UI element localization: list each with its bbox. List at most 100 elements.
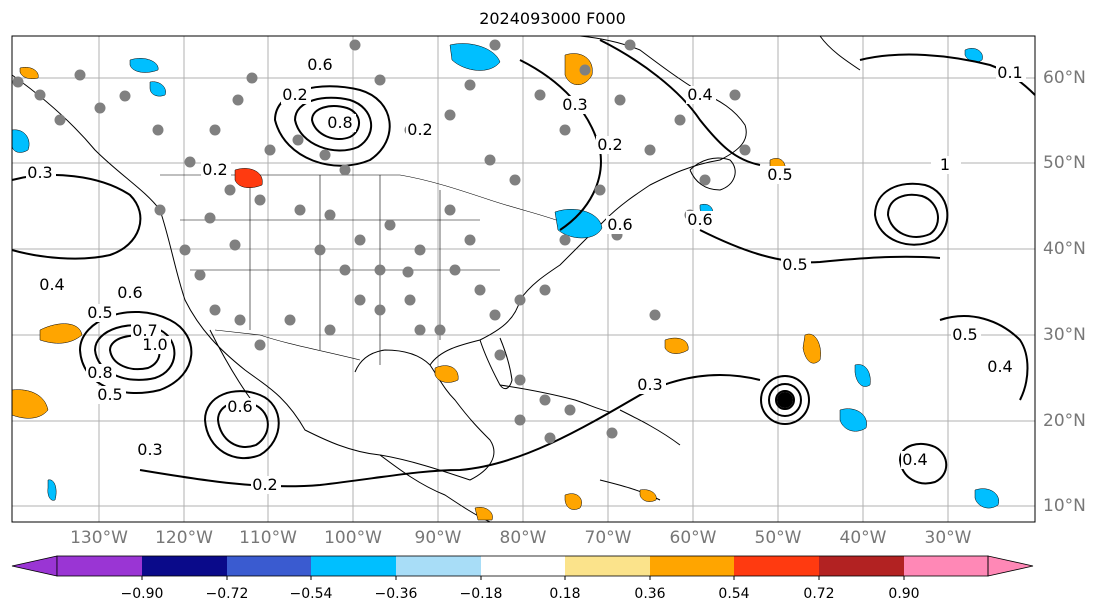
lat-label: 20°N: [1043, 411, 1086, 431]
shade-blue: [854, 364, 871, 387]
contour-label-bg: [686, 211, 716, 229]
station-dot: [229, 239, 241, 251]
station-dot: [354, 234, 366, 246]
hurricane-contours: [760, 375, 810, 425]
station-dot: [594, 184, 606, 196]
shade-orange: [639, 489, 657, 502]
station-dot: [649, 309, 661, 321]
station-dot: [374, 264, 386, 276]
station-dot: [354, 294, 366, 306]
contour-label: 1.0: [142, 335, 167, 354]
station-dot: [484, 154, 496, 166]
station-dot: [209, 124, 221, 136]
station-dot: [559, 234, 571, 246]
station-dot: [34, 89, 46, 101]
lon-label: 100°W: [324, 528, 382, 548]
hurricane-ring: [760, 375, 810, 425]
station-dot: [514, 294, 526, 306]
contour-label: 0.6: [687, 210, 712, 229]
station-dot: [324, 324, 336, 336]
colorbar-segment: [142, 556, 227, 576]
lon-label: 120°W: [155, 528, 213, 548]
station-dot: [579, 64, 591, 76]
station-dot: [624, 39, 636, 51]
contour-label-bg: [951, 326, 981, 344]
station-dot: [349, 39, 361, 51]
station-dot: [384, 219, 396, 231]
colorbar-tick-label: 0.18: [549, 586, 581, 602]
contour-labels: 0.30.40.50.60.70.81.00.20.10.50.60.30.20…: [26, 55, 1026, 494]
station-dot: [464, 234, 476, 246]
contour-label: 0.4: [39, 275, 64, 294]
colorbar-segment: [57, 556, 142, 576]
station-dot: [699, 174, 711, 186]
lat-label: 50°N: [1043, 153, 1086, 173]
lon-label: 110°W: [239, 528, 297, 548]
central-america: [379, 454, 491, 523]
shade-orange: [434, 365, 459, 383]
station-dot: [509, 174, 521, 186]
contour-label-bg: [116, 284, 146, 302]
contour-label-bg: [606, 216, 636, 234]
station-dots: [12, 39, 751, 444]
colorbar-segment: [396, 556, 481, 576]
contour-line: [939, 315, 1029, 401]
station-dot: [254, 339, 266, 351]
lon-label: 60°W: [669, 528, 717, 548]
greenland-edge: [819, 35, 861, 71]
colorbar-extend-low: [11, 555, 58, 577]
contour-label: 0.6: [607, 215, 632, 234]
colorbar-tick-label: −0.72: [205, 586, 249, 602]
station-dot: [564, 404, 576, 416]
shade-blue: [974, 488, 1000, 509]
station-dot: [314, 244, 326, 256]
station-dot: [614, 94, 626, 106]
shade-blue: [47, 479, 57, 501]
contour-label: 0.8: [327, 113, 352, 132]
contour-label: 0.5: [97, 385, 122, 404]
shade-orange: [564, 53, 593, 85]
contour-label-bg: [561, 96, 591, 114]
shade-orange: [234, 168, 263, 188]
contour-label-bg: [38, 276, 68, 294]
contour-line: [873, 182, 949, 246]
contour-label: 1: [940, 155, 950, 174]
contour-label-bg: [686, 86, 716, 104]
contour-label-bg: [406, 121, 436, 139]
north-america-west-coast: [11, 35, 747, 481]
lat-label: 30°N: [1043, 325, 1086, 345]
shade-orange: [39, 323, 83, 344]
station-dot: [179, 244, 191, 256]
station-dot: [474, 284, 486, 296]
us-mexico-border: [214, 329, 361, 361]
contour-label: 0.4: [902, 450, 927, 469]
station-dot: [374, 74, 386, 86]
shade-blue: [449, 43, 501, 71]
contour-label: 0.7: [132, 321, 157, 340]
colorbar-tick-label: 0.36: [634, 586, 666, 602]
station-dot: [514, 414, 526, 426]
station-dot: [12, 76, 24, 88]
station-dot: [284, 314, 296, 326]
contour-line: [11, 174, 142, 260]
station-dot: [54, 114, 66, 126]
lon-label: 80°W: [499, 528, 547, 548]
shade-blue: [964, 48, 983, 63]
station-dot: [324, 209, 336, 221]
contour-label-bg: [596, 136, 626, 154]
cuba: [499, 384, 611, 413]
contour-label: 0.5: [952, 325, 977, 344]
colorbar-outline: [56, 555, 989, 577]
station-dot: [292, 134, 304, 146]
station-dot: [209, 304, 221, 316]
contour-label-bg: [996, 64, 1026, 82]
hurricane-ring: [768, 383, 802, 417]
colorbar-segment: [734, 556, 819, 576]
contour-line: [886, 193, 939, 238]
contour-line: [699, 229, 941, 264]
station-dot: [539, 284, 551, 296]
colorbar-extend-high: [987, 555, 1034, 577]
station-dot: [294, 204, 306, 216]
colorbar-segment: [650, 556, 734, 576]
colorbar-segment: [227, 556, 311, 576]
